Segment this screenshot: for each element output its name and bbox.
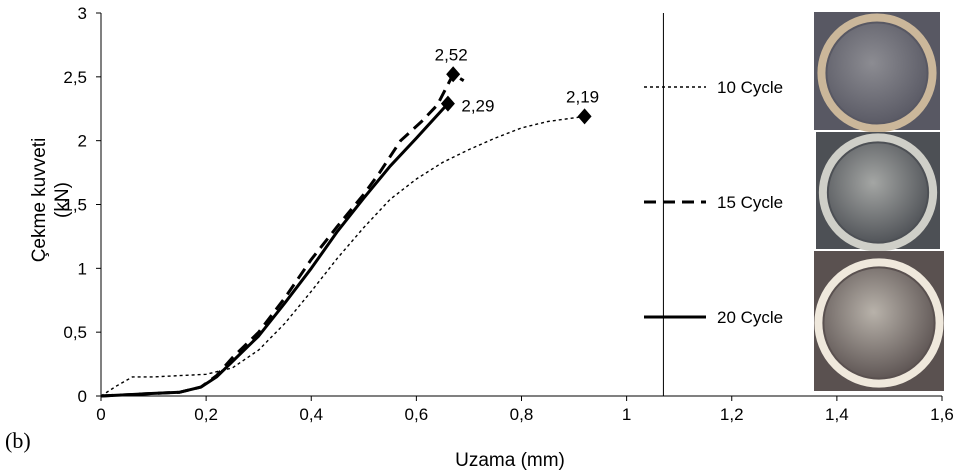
x-tick-label: 1	[622, 405, 631, 424]
x-tick-label: 0,8	[510, 405, 534, 424]
peak-marker-15-cycle	[446, 66, 461, 83]
weld-spot	[828, 143, 928, 242]
specimen-photos	[814, 12, 944, 391]
peak-label-20-cycle: 2,29	[461, 97, 494, 116]
x-tick-label: 1,4	[825, 405, 849, 424]
specimen-photo-15-cycle	[816, 132, 940, 252]
ticks: 0 0,2 0,4 0,6 0,8 1 1,2 1,4 1,6 0 0,5 1 1,5 2 2,5 3	[63, 4, 953, 424]
x-tick-label: 1,2	[720, 405, 744, 424]
peak-label-10-cycle: 2,19	[566, 87, 599, 106]
specimen-photo-10-cycle	[814, 12, 940, 133]
y-axis-title: Çekme kuvveti (kN)	[29, 138, 73, 263]
weld-ring	[814, 258, 944, 388]
y-tick-label: 1,5	[63, 196, 87, 215]
y-tick-label: 0,5	[63, 323, 87, 342]
y-axis-title-line-1: Çekme kuvveti	[29, 138, 50, 263]
legend-label-20-cycle: 20 Cycle	[717, 308, 783, 327]
peak-marker-10-cycle	[577, 108, 592, 125]
y-tick-label: 1	[78, 259, 87, 278]
y-tick-label: 3	[78, 4, 87, 23]
panel-label: (b)	[5, 428, 31, 453]
y-tick-label: 2	[78, 132, 87, 151]
x-tick-label: 0	[96, 405, 105, 424]
y-tick-label: 2,5	[63, 68, 87, 87]
peak-markers: 2,19 2,52 2,29	[435, 45, 599, 125]
weld-spot	[824, 268, 934, 378]
x-tick-label: 1,6	[930, 405, 954, 424]
y-tick-label: 0	[78, 387, 87, 406]
specimen-photo-20-cycle	[814, 251, 944, 391]
legend: 10 Cycle 15 Cycle 20 Cycle	[644, 78, 783, 327]
legend-label-15-cycle: 15 Cycle	[717, 193, 783, 212]
peak-label-15-cycle: 2,52	[435, 45, 468, 64]
series-group	[100, 72, 585, 398]
weld-ring	[817, 13, 937, 133]
weld-spot	[827, 23, 927, 123]
y-axis-title-line-2: (kN)	[52, 182, 73, 218]
weld-ring	[818, 133, 938, 252]
x-tick-label: 0,6	[405, 405, 429, 424]
series-line-10-cycle	[100, 115, 585, 397]
legend-label-10-cycle: 10 Cycle	[717, 78, 783, 97]
x-axis-title: Uzama (mm)	[455, 450, 565, 471]
x-tick-label: 0,4	[299, 405, 323, 424]
peak-marker-20-cycle	[440, 95, 455, 112]
x-tick-label: 0,2	[194, 405, 218, 424]
series-line-15-cycle	[100, 72, 465, 398]
series-line-20-cycle	[100, 102, 450, 398]
